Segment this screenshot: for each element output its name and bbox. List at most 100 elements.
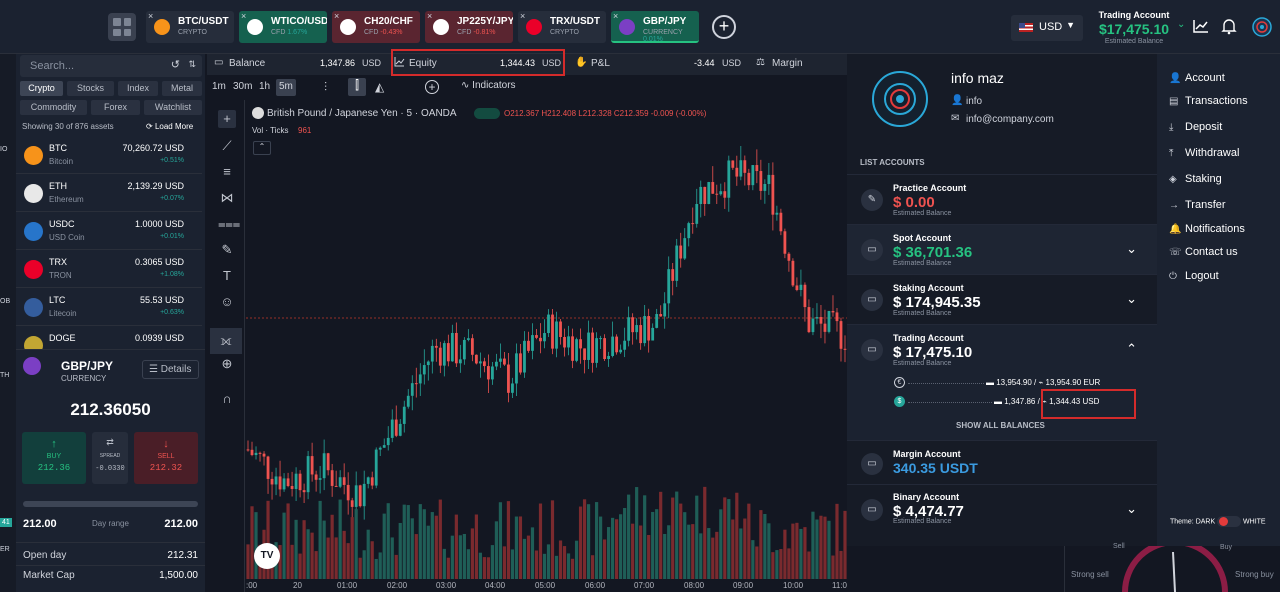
staking-account[interactable]: ▭ Staking Account $ 174,945.35 Estimated… — [847, 274, 1157, 324]
menu-item-deposit[interactable]: ⤓ Deposit — [1169, 121, 1222, 133]
collapse-icon[interactable]: ⌃ — [253, 141, 271, 155]
filter-commodity[interactable]: Commodity — [20, 100, 87, 115]
area-style-icon[interactable]: ◭ — [375, 80, 385, 94]
pattern-icon[interactable]: ⋈ — [220, 190, 234, 205]
list-item[interactable]: DOGE 0.0939 USD — [16, 327, 202, 349]
ticker-tab-btc-usdt[interactable]: × BTC/USDT CRYPTO — [146, 11, 234, 43]
balance-usd-2: 1,344.43 USD — [1049, 397, 1100, 406]
ticker-tab-wtico-usd[interactable]: × WTICO/USD CFD 1.67% — [239, 11, 327, 43]
grid-menu-button[interactable] — [108, 13, 136, 41]
menu-item-withdrawal[interactable]: ⤒ Withdrawal — [1169, 147, 1239, 159]
close-icon[interactable]: × — [334, 11, 340, 21]
candle-body — [350, 500, 354, 507]
ticker-tab-gbp-jpy[interactable]: × GBP/JPY CURRENCY 0.01% — [611, 11, 699, 43]
chart-title: British Pound / Japanese Yen · 5 · OANDA — [267, 108, 457, 119]
close-icon[interactable]: × — [427, 11, 433, 21]
add-ticker-button[interactable]: + — [712, 15, 736, 39]
currency-select[interactable]: USD ▼ — [1011, 15, 1083, 41]
candle-body — [290, 486, 294, 489]
filter-stocks[interactable]: Stocks — [67, 81, 114, 96]
binary-account[interactable]: ▭ Binary Account $ 4,474.77 Estimated Ba… — [847, 484, 1157, 546]
fib-icon[interactable]: ⩶ — [218, 216, 241, 231]
history-icon[interactable]: ↺ — [170, 59, 180, 71]
add-indicator-icon[interactable]: + — [425, 80, 439, 94]
margin-account[interactable]: ▭ Margin Account 340.35 USDT — [847, 440, 1157, 484]
timeframe-30m[interactable]: 30m — [233, 81, 253, 92]
bell-icon[interactable] — [1221, 18, 1237, 35]
volume-bar — [811, 511, 815, 579]
ticker-tab-ch20-chf[interactable]: × CH20/CHF CFD -0.43% — [332, 11, 420, 43]
close-icon[interactable]: × — [613, 11, 619, 21]
sort-icon[interactable]: ⇅ — [188, 59, 196, 69]
filter-crypto[interactable]: Crypto — [20, 81, 63, 96]
avatar[interactable] — [1252, 17, 1272, 37]
indicators-label: Indicators — [472, 80, 516, 91]
filter-forex[interactable]: Forex — [91, 100, 140, 115]
text-icon[interactable]: T — [223, 268, 231, 283]
close-icon[interactable]: × — [148, 11, 154, 21]
search-input[interactable]: Search... ↺ ⇅ — [20, 55, 202, 77]
load-more-button[interactable]: ⟳ Load More — [146, 122, 193, 131]
volume-bar — [506, 501, 511, 579]
timeframe-1h[interactable]: 1h — [259, 81, 271, 92]
candle-body — [406, 395, 410, 407]
filter-watchlist[interactable]: Watchlist — [144, 100, 202, 115]
show-all-balances-button[interactable]: SHOW ALL BALANCES — [956, 421, 1045, 430]
theme-toggle[interactable]: Theme: DARK WHITE — [1170, 516, 1266, 527]
list-item[interactable]: TRX TRON 0.3065 USD +1.08% — [16, 251, 202, 288]
list-item[interactable]: ETH Ethereum 2,139.29 USD +0.07% — [16, 175, 202, 212]
account-sub: Estimated Balance — [893, 360, 952, 367]
timeframe-1m[interactable]: 1m — [212, 81, 226, 92]
candle-body — [266, 456, 270, 479]
menu-item-logout[interactable]: ⏻ Logout — [1169, 270, 1219, 282]
spot-account[interactable]: ▭ Spot Account $ 36,701.36 Estimated Bal… — [847, 224, 1157, 274]
sell-button[interactable]: ↓ SELL 212.32 — [134, 432, 198, 484]
buy-button[interactable]: ↑ BUY 212.36 — [22, 432, 86, 484]
crosshair-icon[interactable]: + — [218, 110, 236, 128]
close-icon[interactable]: × — [241, 11, 247, 21]
brush-icon[interactable]: ✎ — [221, 242, 233, 257]
chevron-up-icon[interactable]: ⌃ — [1126, 341, 1137, 356]
emoji-icon[interactable]: ☺ — [220, 294, 234, 309]
asset-name: Litecoin — [49, 309, 77, 318]
chevron-down-icon[interactable]: ⌄ — [1126, 501, 1137, 516]
price-chart[interactable] — [246, 100, 847, 592]
menu-item-staking[interactable]: ◈ Staking — [1169, 173, 1222, 185]
toggle-switch[interactable] — [1217, 516, 1242, 527]
chart-icon[interactable] — [1193, 19, 1209, 33]
indicators-button[interactable]: ∿ Indicators — [461, 80, 516, 91]
volume-bar — [554, 555, 559, 579]
list-item[interactable]: BTC Bitcoin 70,260.72 USD +0.51% — [16, 137, 202, 174]
list-item[interactable]: USDC USD Coin 1.0000 USD +0.01% — [16, 213, 202, 250]
bar-style-icon[interactable]: ⫶ — [324, 80, 328, 94]
ticker-tab-jp225y-jpy[interactable]: × JP225Y/JPY CFD -0.81% — [425, 11, 513, 43]
menu-item-contact[interactable]: ☏ Contact us — [1169, 246, 1238, 258]
filter-metal[interactable]: Metal — [162, 81, 202, 96]
volume-bar — [594, 502, 599, 579]
list-item[interactable]: LTC Litecoin 55.53 USD +0.63% — [16, 289, 202, 326]
filter-index[interactable]: Index — [118, 81, 158, 96]
menu-item-account[interactable]: 👤 Account — [1169, 72, 1225, 84]
trend-line-icon[interactable]: ⟋ — [222, 138, 232, 153]
chevron-down-icon[interactable]: ⌄ — [1126, 291, 1137, 306]
zoom-icon[interactable]: ⊕ — [221, 356, 233, 371]
chevron-down-icon[interactable]: ⌄ — [1126, 241, 1137, 256]
ticker-tab-trx-usdt[interactable]: × TRX/USDT CRYPTO — [518, 11, 606, 43]
candle-body — [527, 340, 530, 351]
ticker-sub: CFD -0.43% — [364, 29, 403, 36]
menu-item-notifications[interactable]: 🔔 Notifications — [1169, 223, 1245, 235]
timeframe-5m[interactable]: 5m — [276, 79, 296, 96]
chevron-down-icon[interactable]: ⌄ — [1177, 19, 1186, 30]
volume-bar — [478, 552, 482, 579]
details-button[interactable]: ☰ Details — [142, 360, 199, 379]
practice-account[interactable]: ✎ Practice Account $ 0.00 Estimated Bala… — [847, 174, 1157, 224]
ruler-icon[interactable]: ⟗ — [210, 328, 242, 354]
candle-style-icon[interactable]: ⫿ — [348, 78, 366, 96]
trading-account-value[interactable]: $17,475.10 — [1098, 21, 1170, 37]
magnet-icon[interactable]: ∩ — [222, 391, 232, 406]
volume-bar — [458, 535, 462, 579]
menu-item-transactions[interactable]: ▤ Transactions — [1169, 95, 1248, 107]
horizontal-lines-icon[interactable]: ≡ — [223, 164, 231, 179]
menu-item-transfer[interactable]: → Transfer — [1169, 199, 1226, 211]
close-icon[interactable]: × — [520, 11, 526, 21]
